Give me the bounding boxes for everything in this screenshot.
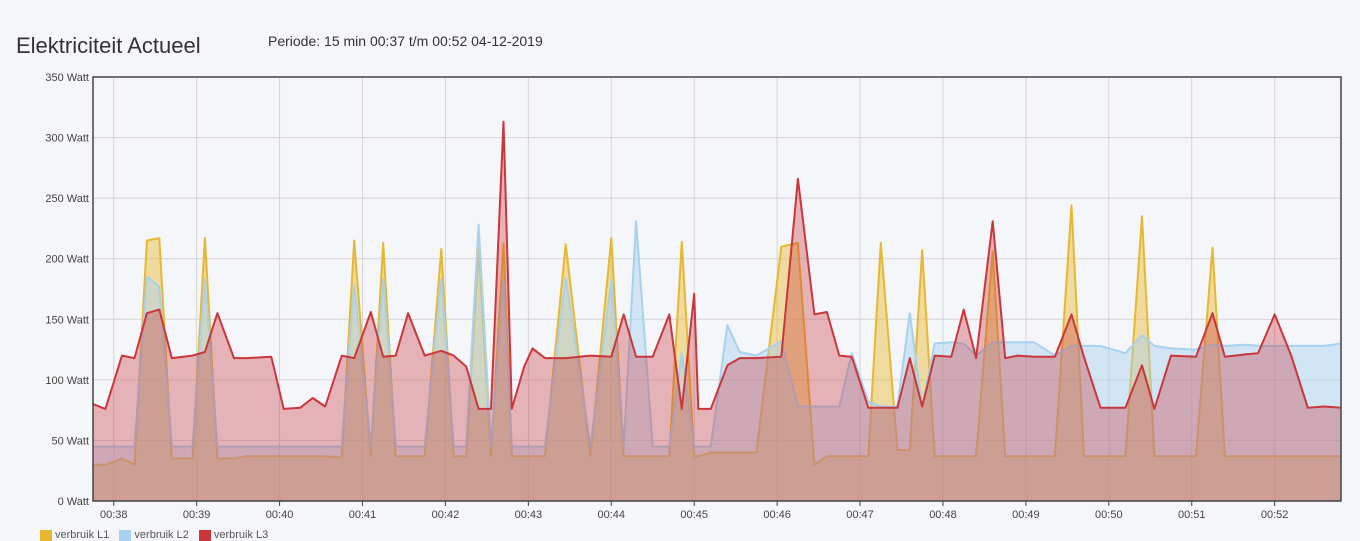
x-tick-label: 00:43 <box>515 509 543 521</box>
period-label: Periode: 15 min 00:37 t/m 00:52 04-12-20… <box>268 33 543 49</box>
series-area-l1 <box>93 205 1341 501</box>
x-tick-label: 00:45 <box>680 509 708 521</box>
legend-item-l1[interactable]: verbruik L1 <box>40 529 109 541</box>
y-tick-label: 350 Watt <box>45 72 89 84</box>
y-tick-label: 150 Watt <box>45 314 89 326</box>
legend-label-l2: verbruik L2 <box>134 529 189 541</box>
legend-label-l3: verbruik L3 <box>213 529 269 541</box>
series-line-l2 <box>93 220 1342 448</box>
plot-border <box>92 76 1342 502</box>
series-area-l3 <box>93 121 1341 502</box>
plot-area <box>93 77 1341 501</box>
y-tick-label: 300 Watt <box>45 133 89 145</box>
x-tick-label: 00:38 <box>100 509 128 521</box>
x-tick-label: 00:39 <box>183 509 211 521</box>
x-tick-label: 00:51 <box>1178 509 1206 521</box>
legend-item-l2[interactable]: verbruik L2 <box>119 529 189 541</box>
legend-swatch-l2 <box>119 529 132 541</box>
x-tick-label: 00:47 <box>846 509 874 521</box>
legend-swatch-l3 <box>198 529 211 541</box>
x-tick-label: 00:52 <box>1261 509 1289 521</box>
x-tick-label: 00:48 <box>929 509 957 521</box>
x-tick-label: 00:44 <box>598 509 626 521</box>
x-tick-label: 00:42 <box>432 509 460 521</box>
chart-legend: verbruik L1 verbruik L2 verbruik L3 <box>40 529 268 541</box>
legend-swatch-l1 <box>40 529 52 541</box>
x-tick-label: 00:50 <box>1095 509 1123 521</box>
x-tick-label: 00:40 <box>266 509 294 521</box>
y-tick-label: 100 Watt <box>45 375 89 387</box>
x-tick-label: 00:49 <box>1012 509 1040 521</box>
y-tick-label: 50 Watt <box>52 435 90 447</box>
page-title: Elektriciteit Actueel <box>16 33 201 58</box>
series-line-l3 <box>92 120 1342 410</box>
series-area-l2 <box>93 221 1341 501</box>
legend-item-l3[interactable]: verbruik L3 <box>198 529 269 541</box>
y-tick-label: 0 Watt <box>58 496 89 508</box>
x-tick-label: 00:41 <box>349 509 377 521</box>
x-tick-label: 00:46 <box>763 509 791 521</box>
legend-label-l1: verbruik L1 <box>55 529 110 541</box>
series-line-l1 <box>93 204 1341 466</box>
y-tick-label: 200 Watt <box>45 254 89 266</box>
y-tick-label: 250 Watt <box>45 193 89 205</box>
